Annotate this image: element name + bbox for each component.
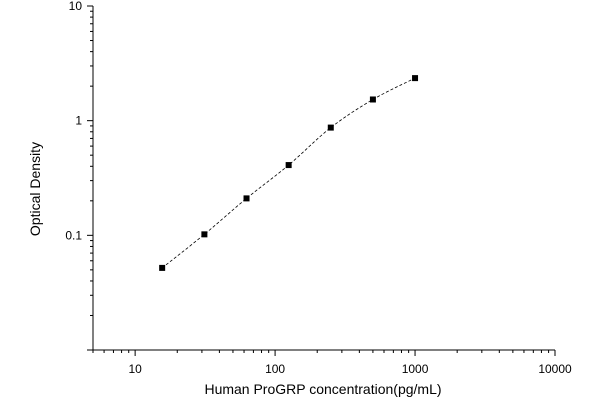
data-point [243,195,250,202]
y-axis-label: Optical Density [27,142,43,236]
data-points [159,75,419,271]
fit-curve-group [161,77,416,269]
data-point [285,162,292,169]
x-axis-ticks: 10 100 1000 10000 [92,350,572,376]
fit-curve [161,77,416,269]
plot-frame [92,6,555,351]
y-tick-label: 1 [75,114,82,128]
x-tick-label: 10000 [538,362,572,376]
data-point [159,264,166,271]
data-point [412,75,419,82]
y-tick-label: 10 [69,0,83,13]
data-point [327,124,334,131]
y-axis-ticks: 0.1 1 10 [65,0,93,351]
x-tick-label: 1000 [402,362,429,376]
x-tick-label: 100 [265,362,285,376]
x-axis-label: Human ProGRP concentration(pg/mL) [204,381,441,397]
x-tick-label: 10 [128,362,142,376]
data-point [201,231,208,238]
y-tick-label: 0.1 [65,228,82,242]
data-point [369,96,376,103]
